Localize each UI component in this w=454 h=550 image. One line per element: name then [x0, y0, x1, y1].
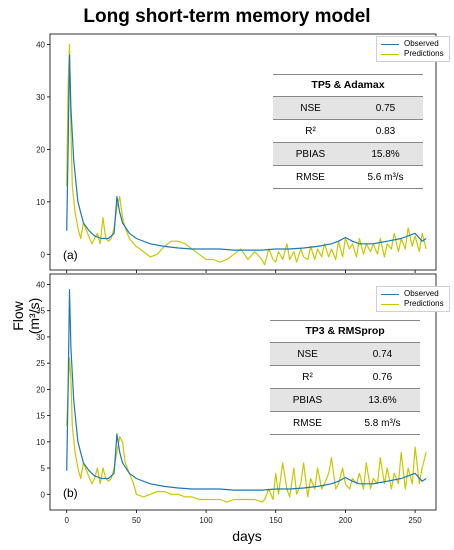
metric-name: PBIAS: [292, 394, 323, 406]
stats-row: RMSE 5.6 m³/s: [273, 166, 423, 189]
panel-b-y-tick-label: 40: [36, 280, 45, 289]
panel-b-x-tick-label: 150: [269, 516, 283, 525]
plot-a: 0 10 20 30 40: [36, 33, 437, 273]
metric-value: 13.6%: [368, 394, 397, 406]
legend-b-observed-swatch: [381, 293, 399, 295]
panel-a: 0 10 20 30 40 (a) Observed Predictions TP5 &…: [0, 30, 454, 274]
panel-b-plot-frame: [49, 273, 437, 511]
stats-row: NSE 0.75: [273, 97, 423, 120]
panel-b-y-tick-label: 35: [36, 307, 45, 316]
metric-value: 15.8%: [371, 148, 400, 160]
stats-row: PBIAS 13.6%: [270, 389, 420, 412]
stats-table-a-title: TP5 & Adamax: [273, 74, 423, 97]
panel-b-y-tick-label: 5: [41, 464, 46, 473]
legend-b-predictions-label: Predictions: [404, 299, 444, 308]
legend-a-observed: Observed: [381, 39, 444, 49]
panel-b-x-tick-label: 0: [64, 516, 69, 525]
panel-b-y-tick-label: 0: [41, 490, 46, 499]
stats-row: NSE 0.74: [270, 343, 420, 366]
stats-table-a: TP5 & Adamax NSE 0.75 R² 0.83 PBIAS 15.8% R…: [273, 74, 423, 189]
metric-name: RMSE: [293, 417, 322, 429]
panel-a-y-tick-label: 20: [36, 145, 45, 154]
stats-row: PBIAS 15.8%: [273, 143, 423, 166]
panel-a-plot-frame: [49, 33, 437, 271]
legend-b-predictions: Predictions: [381, 299, 444, 309]
legend-a-observed-swatch: [381, 43, 399, 45]
legend-b-observed: Observed: [381, 289, 444, 299]
metric-value: 0.83: [375, 125, 396, 137]
panel-a-series-observed-line: [66, 54, 427, 251]
legend-a: Observed Predictions: [376, 36, 450, 62]
panel-b-x-tick-label: 50: [132, 516, 141, 525]
metric-name: R²: [305, 125, 316, 137]
metric-name: NSE: [300, 102, 321, 114]
stats-row: RMSE 5.8 m³/s: [270, 412, 420, 435]
legend-b-observed-label: Observed: [404, 289, 439, 298]
panel-a-label: (a): [63, 248, 78, 262]
panel-b-series-observed-line: [66, 289, 427, 491]
panel-b-y-tick-label: 25: [36, 359, 45, 368]
panel-a-y-tick-label: 10: [36, 198, 45, 207]
x-axis-label: days: [232, 528, 262, 544]
legend-a-observed-label: Observed: [404, 39, 439, 48]
legend-b-predictions-swatch: [381, 303, 399, 305]
metric-name: RMSE: [296, 171, 325, 183]
legend-b: Observed Predictions: [376, 286, 450, 312]
panel-b-x-tick-label: 250: [408, 516, 422, 525]
chart-title: Long short-term memory model: [83, 6, 371, 27]
panel-a-y-tick-label: 40: [36, 40, 45, 49]
legend-a-predictions-label: Predictions: [404, 49, 444, 58]
legend-a-predictions-swatch: [381, 53, 399, 55]
metric-name: NSE: [297, 348, 318, 360]
metric-value: 0.76: [372, 371, 393, 383]
panel-b-y-tick-label: 15: [36, 412, 45, 421]
metric-value: 0.74: [372, 348, 393, 360]
panel-b-x-tick-label: 200: [339, 516, 353, 525]
panel-b-y-tick-label: 10: [36, 438, 45, 447]
metric-value: 0.75: [375, 102, 396, 114]
panel-b-y-tick-label: 20: [36, 385, 45, 394]
stats-row: R² 0.83: [273, 120, 423, 143]
panel-b-y-tick-label: 30: [36, 333, 45, 342]
stats-table-b-title: TP3 & RMSprop: [270, 320, 420, 343]
legend-a-predictions: Predictions: [381, 49, 444, 59]
stats-table-b: TP3 & RMSprop NSE 0.74 R² 0.76 PBIAS 13.6% …: [270, 320, 420, 435]
panel-b-x-tick-label: 100: [199, 516, 213, 525]
panel-b-label: (b): [63, 486, 78, 500]
panel-b: 0 5 10 15 20 25 30 35 40 0 50 100 150 200 250 (b) Obse…: [0, 272, 454, 528]
panel-a-y-tick-label: 0: [41, 250, 46, 259]
metric-value: 5.6 m³/s: [367, 171, 404, 183]
plot-b: 0 5 10 15 20 25 30 35 40 0 50 100 150 200 250: [36, 273, 437, 525]
metric-name: PBIAS: [295, 148, 326, 160]
metric-value: 5.8 m³/s: [364, 417, 401, 429]
stats-row: R² 0.76: [270, 366, 420, 389]
metric-name: R²: [302, 371, 313, 383]
panel-a-y-tick-label: 30: [36, 93, 45, 102]
